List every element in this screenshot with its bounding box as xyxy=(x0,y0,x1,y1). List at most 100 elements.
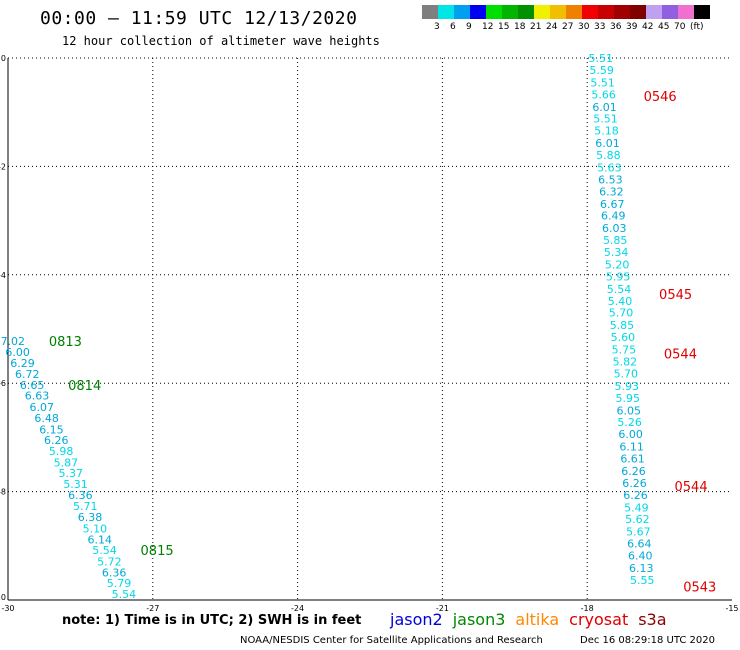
wave-height-value: 5.71 xyxy=(73,500,98,513)
wave-height-value: 5.51 xyxy=(593,113,618,126)
color-swatch xyxy=(614,5,630,19)
color-swatch xyxy=(582,5,598,19)
wave-height-value: 6.65 xyxy=(20,379,45,392)
color-swatch xyxy=(678,5,694,19)
wave-height-value: 5.98 xyxy=(49,445,74,458)
legend-jason3: jason3 xyxy=(452,610,506,629)
color-scale-label: 3 xyxy=(434,22,440,32)
wave-height-value: 5.18 xyxy=(594,125,619,138)
wave-height-value: 6.64 xyxy=(627,538,652,551)
pass-time-label: 0544 xyxy=(675,480,708,495)
wave-height-value: 5.34 xyxy=(604,246,629,259)
pass-time-label: 0544 xyxy=(664,347,697,362)
wave-height-value: 6.26 xyxy=(623,489,648,502)
wave-height-value: 5.54 xyxy=(92,544,117,557)
color-swatch xyxy=(518,5,534,19)
wave-height-value: 5.70 xyxy=(609,307,634,320)
wave-height-value: 5.85 xyxy=(610,319,635,332)
color-swatch xyxy=(630,5,646,19)
color-scale-label: 15 xyxy=(498,22,510,32)
wave-height-value: 5.55 xyxy=(630,574,655,587)
x-tick-label: -18 xyxy=(581,604,594,613)
color-scale-label: 36 xyxy=(610,22,622,32)
wave-height-value: 6.01 xyxy=(592,101,617,114)
wave-height-value: 6.29 xyxy=(10,357,35,370)
y-tick-label: -2 xyxy=(0,162,6,171)
x-tick-label: -24 xyxy=(291,604,304,613)
x-tick-label: -27 xyxy=(146,604,159,613)
wave-height-value: 6.49 xyxy=(601,210,626,223)
color-swatch xyxy=(646,5,662,19)
pass-time-label: 0543 xyxy=(683,580,716,595)
pass-time-label: 0546 xyxy=(644,90,677,105)
wave-height-value: 5.51 xyxy=(590,76,615,89)
wave-height-value: 7.02 xyxy=(1,335,26,348)
wave-height-value: 5.85 xyxy=(603,234,628,247)
color-scale-label: 30 xyxy=(578,22,590,32)
wave-height-value: 5.66 xyxy=(591,88,616,101)
wave-height-value: 5.40 xyxy=(608,295,633,308)
wave-height-value: 5.51 xyxy=(588,52,613,65)
color-swatch xyxy=(422,5,438,19)
y-tick-label: -8 xyxy=(0,488,6,497)
wave-height-value: 5.26 xyxy=(617,416,642,429)
wave-height-value: 5.63 xyxy=(597,161,622,174)
y-tick-label: -10 xyxy=(0,593,6,602)
wave-height-value: 5.10 xyxy=(83,522,108,535)
generated-timestamp: Dec 16 08:29:18 UTC 2020 xyxy=(580,635,715,646)
color-swatch xyxy=(502,5,518,19)
pass-time-label: 0545 xyxy=(659,288,692,303)
wave-height-value: 6.26 xyxy=(44,434,69,447)
wave-height-value: 6.14 xyxy=(87,533,112,546)
wave-height-value: 6.61 xyxy=(620,453,645,466)
wave-height-value: 6.26 xyxy=(621,465,646,478)
wave-height-value: 6.13 xyxy=(629,562,654,575)
satellite-legend: jason2 jason3 altika cryosat s3a xyxy=(390,610,677,629)
legend-jason2: jason2 xyxy=(390,610,443,629)
wave-height-value: 6.72 xyxy=(15,368,40,381)
wave-height-value: 5.87 xyxy=(54,456,79,469)
wave-height-value: 6.36 xyxy=(68,489,93,502)
color-swatch xyxy=(470,5,486,19)
color-swatch xyxy=(438,5,454,19)
wave-height-value: 6.26 xyxy=(622,477,647,490)
wave-height-value: 5.49 xyxy=(624,501,649,514)
wave-height-value: 5.31 xyxy=(63,478,88,491)
x-tick-label: -15 xyxy=(725,604,738,613)
wave-height-value: 5.67 xyxy=(626,526,651,539)
x-tick-label: -21 xyxy=(436,604,449,613)
y-tick-label: 0 xyxy=(1,54,6,63)
color-scale-label: 70 xyxy=(674,22,686,32)
wave-height-value: 6.40 xyxy=(628,550,653,563)
legend-cryosat: cryosat xyxy=(569,610,629,629)
wave-height-value: 6.63 xyxy=(25,390,50,403)
color-scale-bar xyxy=(422,5,710,19)
wave-height-value: 5.59 xyxy=(589,64,614,77)
page-title: 00:00 – 11:59 UTC 12/13/2020 xyxy=(40,8,358,29)
wave-height-value: 5.95 xyxy=(606,270,631,283)
wave-height-value: 5.75 xyxy=(612,344,637,357)
pass-time-label: 0814 xyxy=(68,379,101,394)
y-tick-label: -4 xyxy=(0,271,6,280)
color-swatch xyxy=(566,5,582,19)
credit-line: NOAA/NESDIS Center for Satellite Applica… xyxy=(240,635,543,646)
wave-height-value: 5.95 xyxy=(615,392,640,405)
color-swatch xyxy=(534,5,550,19)
wave-height-value: 6.38 xyxy=(78,511,103,524)
legend-s3a: s3a xyxy=(638,610,667,629)
legend-altika: altika xyxy=(515,610,560,629)
wave-height-value: 5.20 xyxy=(605,259,630,272)
wave-height-value: 6.48 xyxy=(34,412,59,425)
color-scale-label: 18 xyxy=(514,22,526,32)
wave-height-value: 5.93 xyxy=(615,380,640,393)
color-scale-label: 45 xyxy=(658,22,670,32)
footnote: note: 1) Time is in UTC; 2) SWH is in fe… xyxy=(62,613,362,628)
page-subtitle: 12 hour collection of altimeter wave hei… xyxy=(62,34,380,48)
wave-height-value: 5.88 xyxy=(596,149,621,162)
color-scale-label: 21 xyxy=(530,22,542,32)
wave-height-value: 5.37 xyxy=(58,467,83,480)
color-scale-label: (ft) xyxy=(690,22,704,32)
color-scale-labels: 3 6 9 12 15 18 21 24 27 30 33 36 39 42 45 70 (ft) xyxy=(422,22,740,34)
color-scale-label: 42 xyxy=(642,22,654,32)
